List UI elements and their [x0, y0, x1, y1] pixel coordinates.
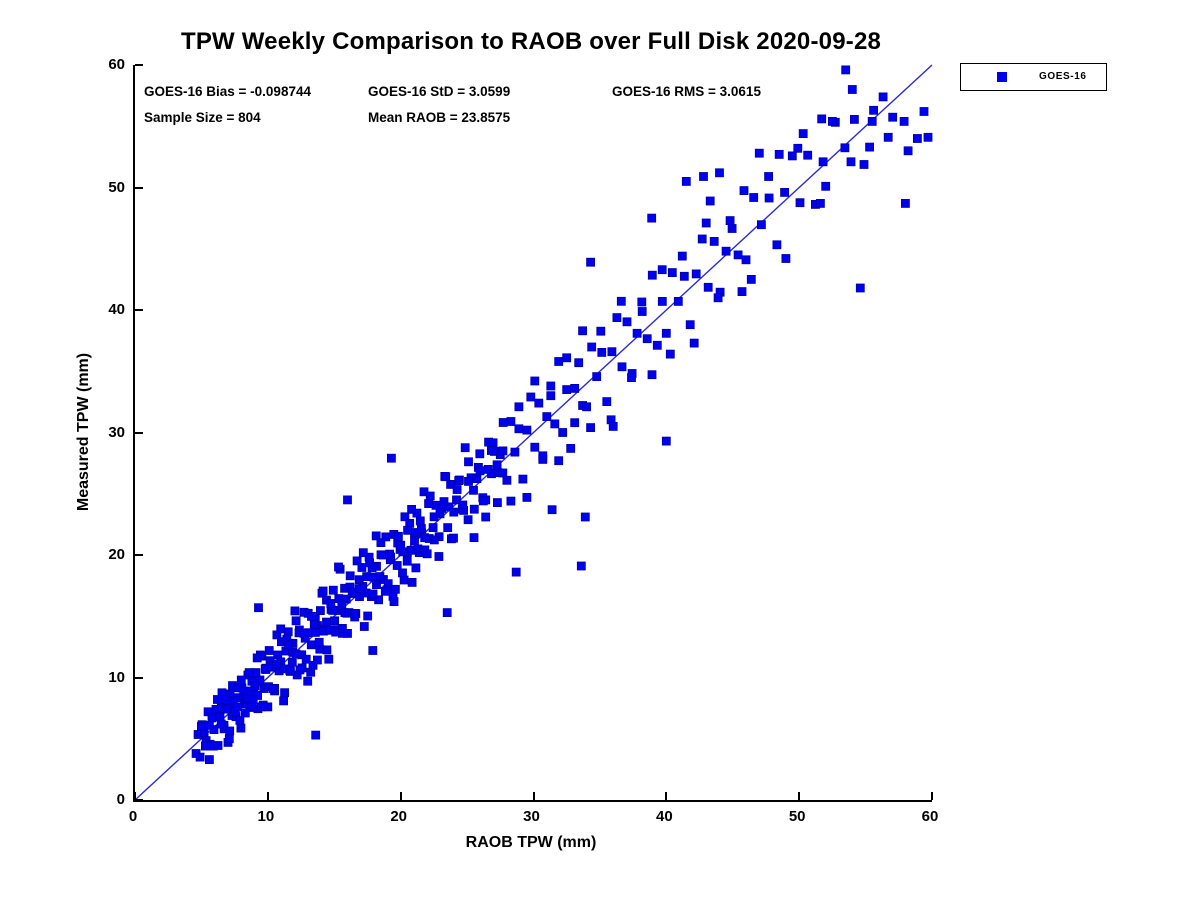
- chart-title: TPW Weekly Comparison to RAOB over Full …: [180, 28, 882, 55]
- legend-box: GOES-16: [960, 63, 1107, 91]
- plot-area: [133, 64, 933, 802]
- y-tick-label: 30: [108, 423, 125, 441]
- y-tick-mark: [135, 799, 143, 801]
- x-tick-label: 40: [655, 808, 673, 825]
- x-tick-label: 60: [921, 808, 939, 825]
- legend-marker-icon: [997, 72, 1007, 82]
- y-tick-label: 40: [108, 301, 125, 318]
- stat-mean-raob: Mean RAOB = 23.8575: [368, 110, 511, 125]
- identity-line: [134, 64, 933, 801]
- y-tick-label: 0: [116, 791, 125, 808]
- x-tick-label: 20: [390, 808, 407, 825]
- stat-bias: GOES-16 Bias = -0.098744: [144, 84, 311, 99]
- y-tick-mark: [135, 676, 143, 679]
- x-tick-mark: [931, 792, 933, 800]
- y-tick-label: 50: [108, 178, 125, 196]
- scatter-points: [191, 65, 933, 764]
- y-tick-mark: [135, 309, 143, 311]
- scatter-plot: [134, 64, 933, 801]
- y-tick-mark: [135, 431, 143, 434]
- x-tick-mark: [399, 792, 402, 800]
- x-tick-mark: [798, 792, 801, 800]
- x-tick-label: 50: [788, 808, 806, 825]
- legend-label: GOES-16: [1039, 71, 1087, 82]
- x-tick-mark: [532, 792, 535, 800]
- y-tick-label: 10: [108, 668, 125, 686]
- y-tick-label: 60: [108, 56, 125, 73]
- stat-rms: GOES-16 RMS = 3.0615: [612, 84, 761, 99]
- x-axis-label: RAOB TPW (mm): [465, 834, 597, 851]
- stat-std: GOES-16 StD = 3.0599: [368, 84, 511, 99]
- x-tick-label: 0: [128, 808, 138, 825]
- y-tick-mark: [135, 186, 143, 189]
- x-tick-mark: [665, 792, 668, 800]
- x-tick-label: 10: [257, 808, 275, 825]
- y-tick-mark: [135, 554, 143, 556]
- y-tick-mark: [135, 64, 143, 66]
- y-tick-label: 20: [108, 546, 125, 563]
- x-tick-mark: [134, 792, 136, 800]
- x-tick-label: 30: [523, 808, 540, 825]
- x-tick-mark: [266, 792, 269, 800]
- stat-sample: Sample Size = 804: [144, 110, 261, 125]
